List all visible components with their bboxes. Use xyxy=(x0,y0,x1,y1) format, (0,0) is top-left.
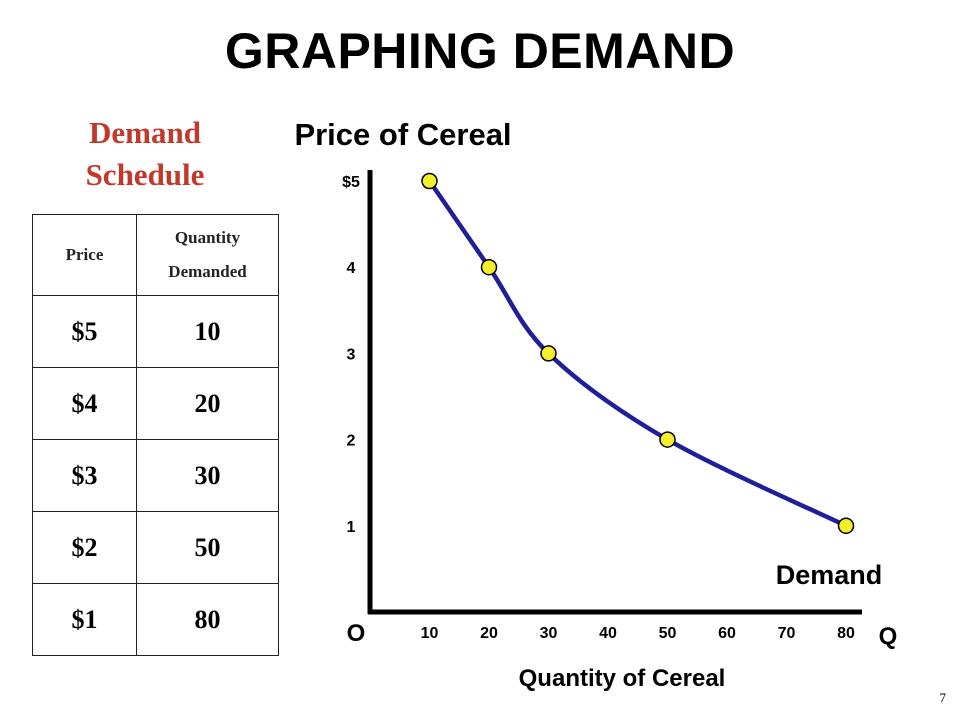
chart-axes xyxy=(367,170,862,615)
x-tick-label: 80 xyxy=(837,625,855,642)
quantity-cell: 80 xyxy=(136,583,279,656)
table-row: $5 10 xyxy=(32,295,279,368)
quantity-cell: 20 xyxy=(136,367,279,440)
x-tick-label: 50 xyxy=(659,625,677,642)
tick-labels-layer: 10 20 30 40 50 60 70 80 1 2 3 4 $5 xyxy=(342,174,855,642)
x-axis-end-label: Q xyxy=(879,623,898,650)
y-tick-label: $5 xyxy=(342,174,360,191)
x-axis-label: Quantity of Cereal xyxy=(519,665,726,692)
quantity-header-line1: Quantity xyxy=(174,228,241,247)
table-row: $1 80 xyxy=(32,583,279,656)
data-point xyxy=(480,258,498,276)
quantity-column-header: Quantity Demanded xyxy=(136,214,279,296)
quantity-cell: 10 xyxy=(136,295,279,368)
data-point xyxy=(540,345,557,362)
table-row: $2 50 xyxy=(32,511,279,584)
x-tick-label: 60 xyxy=(718,625,736,642)
schedule-title-line2: Schedule xyxy=(85,157,205,192)
price-cell: $5 xyxy=(32,295,137,368)
x-tick-label: 30 xyxy=(540,625,558,642)
origin-label: O xyxy=(347,620,366,647)
price-column-header: Price xyxy=(32,214,137,296)
data-point xyxy=(837,517,855,535)
x-tick-label: 70 xyxy=(778,625,796,642)
schedule-title: Demand Schedule xyxy=(40,112,250,196)
page-number: 7 xyxy=(939,690,947,705)
data-point xyxy=(421,172,438,190)
table-row: $4 20 xyxy=(32,367,279,440)
price-cell: $1 xyxy=(32,583,137,656)
data-points-layer xyxy=(421,172,855,535)
chart-title: Price of Cereal xyxy=(294,117,511,152)
y-tick-label: 2 xyxy=(347,433,356,450)
table-header-row: Price Quantity Demanded xyxy=(32,214,279,296)
y-tick-label: 4 xyxy=(347,260,356,277)
x-tick-label: 20 xyxy=(480,625,498,642)
demand-curve-layer xyxy=(427,179,847,528)
data-point xyxy=(659,431,676,448)
x-tick-label: 10 xyxy=(421,625,439,642)
schedule-title-line1: Demand xyxy=(89,115,201,150)
demand-schedule-table: Price Quantity Demanded $5 10 $4 20 $3 3… xyxy=(32,214,279,656)
price-cell: $2 xyxy=(32,511,137,584)
quantity-cell: 50 xyxy=(136,511,279,584)
price-cell: $3 xyxy=(32,439,137,512)
y-tick-label: 3 xyxy=(347,346,356,363)
demand-curve-label: Demand xyxy=(776,560,883,590)
x-tick-label: 40 xyxy=(599,625,617,642)
demand-curve-line xyxy=(427,179,847,528)
slide-title: GRAPHING DEMAND xyxy=(224,23,736,79)
quantity-header-line2: Demanded xyxy=(168,262,247,281)
y-tick-label: 1 xyxy=(347,519,356,536)
